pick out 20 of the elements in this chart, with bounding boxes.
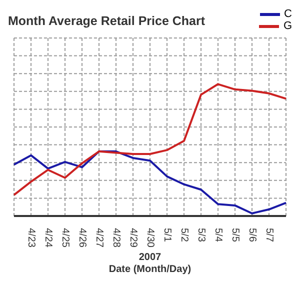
x-tick-label: 5/1 (162, 228, 172, 242)
x-tick-label: 5/2 (178, 228, 190, 242)
x-tick-label: 4/23 (26, 228, 36, 248)
x-tick-label: 4/27 (94, 228, 104, 248)
x-tick-label: 5/5 (230, 228, 240, 242)
chart-title: Month Average Retail Price Chart (8, 14, 206, 28)
x-tick-label: 5/6 (246, 228, 258, 242)
x-axis-title: Date (Month/Day) (108, 264, 192, 276)
x-tick-label: 4/30 (144, 228, 156, 248)
x-tick-label: 4/24 (42, 228, 54, 248)
legend-label: C (284, 8, 292, 20)
x-tick-label: 5/3 (196, 228, 206, 242)
x-tick-label: 4/28 (110, 228, 122, 248)
x-tick-label: 5/4 (212, 228, 224, 242)
text: 2007 (138, 252, 162, 264)
x-tick-label: 5/7 (264, 228, 274, 242)
legend-label: G (283, 20, 292, 32)
x-tick-label: 4/26 (76, 228, 88, 248)
x-tick-label: 4/29 (128, 228, 138, 248)
x-tick-label: 4/25 (60, 228, 70, 248)
